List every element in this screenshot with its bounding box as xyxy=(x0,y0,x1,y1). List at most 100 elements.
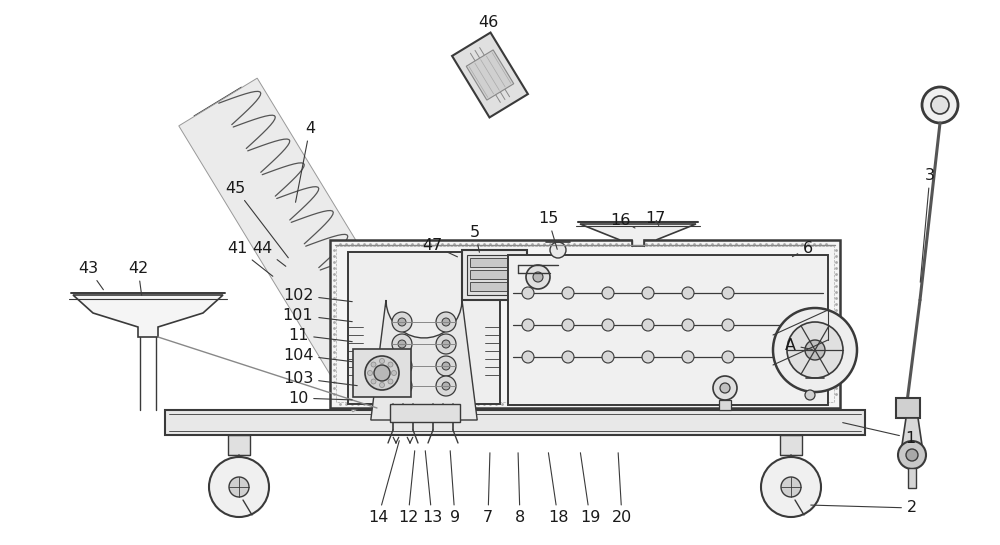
Bar xyxy=(228,435,250,455)
Bar xyxy=(367,383,425,393)
Text: 14: 14 xyxy=(368,441,399,525)
Circle shape xyxy=(761,457,821,517)
Bar xyxy=(348,252,500,404)
Polygon shape xyxy=(452,33,528,118)
Bar xyxy=(353,349,411,397)
Circle shape xyxy=(392,371,396,376)
Text: 5: 5 xyxy=(470,225,480,252)
Circle shape xyxy=(805,340,825,360)
Text: 44: 44 xyxy=(252,240,286,267)
Polygon shape xyxy=(179,78,431,412)
Text: 3: 3 xyxy=(920,167,935,282)
Circle shape xyxy=(602,351,614,363)
Bar xyxy=(470,258,519,267)
Text: 104: 104 xyxy=(283,348,352,362)
Circle shape xyxy=(380,359,385,364)
Circle shape xyxy=(392,334,412,354)
Text: 1: 1 xyxy=(843,422,915,445)
Circle shape xyxy=(392,312,412,332)
Bar xyxy=(508,255,828,405)
Circle shape xyxy=(773,308,857,392)
Circle shape xyxy=(398,382,406,390)
Circle shape xyxy=(906,449,918,461)
Text: 10: 10 xyxy=(288,391,352,405)
Bar xyxy=(470,282,519,291)
Text: 102: 102 xyxy=(283,288,352,302)
Circle shape xyxy=(522,351,534,363)
Polygon shape xyxy=(580,224,696,246)
Polygon shape xyxy=(73,295,223,337)
Bar xyxy=(780,435,802,455)
Circle shape xyxy=(398,362,406,370)
Bar xyxy=(719,400,731,410)
Circle shape xyxy=(398,340,406,348)
Text: 43: 43 xyxy=(78,261,103,290)
Circle shape xyxy=(642,287,654,299)
Bar xyxy=(390,404,460,422)
Circle shape xyxy=(380,383,385,387)
Circle shape xyxy=(522,287,534,299)
Circle shape xyxy=(436,334,456,354)
Circle shape xyxy=(922,87,958,123)
Text: 17: 17 xyxy=(645,210,665,226)
Circle shape xyxy=(388,379,393,384)
Circle shape xyxy=(365,356,399,390)
Text: 20: 20 xyxy=(612,453,632,525)
Circle shape xyxy=(787,322,843,378)
Circle shape xyxy=(371,362,376,367)
Bar xyxy=(462,250,527,300)
Circle shape xyxy=(374,365,390,381)
Text: 103: 103 xyxy=(283,371,357,386)
Circle shape xyxy=(682,351,694,363)
Text: 101: 101 xyxy=(283,307,352,323)
Bar xyxy=(330,240,840,408)
Circle shape xyxy=(442,382,450,390)
Text: 7: 7 xyxy=(483,453,493,525)
Circle shape xyxy=(931,96,949,114)
Circle shape xyxy=(642,319,654,331)
Text: 47: 47 xyxy=(422,238,457,257)
Bar xyxy=(470,270,519,279)
Circle shape xyxy=(682,287,694,299)
Text: 2: 2 xyxy=(811,500,917,516)
Circle shape xyxy=(722,287,734,299)
Circle shape xyxy=(682,319,694,331)
Text: 15: 15 xyxy=(538,210,558,249)
Text: 18: 18 xyxy=(548,453,568,525)
Circle shape xyxy=(388,362,393,367)
Text: 6: 6 xyxy=(792,240,813,257)
Polygon shape xyxy=(195,88,415,402)
Circle shape xyxy=(602,319,614,331)
Polygon shape xyxy=(902,418,922,445)
Text: A: A xyxy=(784,337,812,353)
Circle shape xyxy=(722,351,734,363)
Text: 41: 41 xyxy=(227,240,273,276)
Circle shape xyxy=(722,319,734,331)
Circle shape xyxy=(522,319,534,331)
Circle shape xyxy=(392,376,412,396)
Circle shape xyxy=(436,376,456,396)
Text: 46: 46 xyxy=(478,15,498,29)
Text: 45: 45 xyxy=(225,180,288,258)
Bar xyxy=(896,398,920,418)
Polygon shape xyxy=(371,300,477,420)
Polygon shape xyxy=(466,50,514,100)
Circle shape xyxy=(442,340,450,348)
Circle shape xyxy=(229,477,249,497)
Circle shape xyxy=(442,362,450,370)
Text: 19: 19 xyxy=(580,453,600,525)
Text: 16: 16 xyxy=(610,213,635,228)
Circle shape xyxy=(371,379,376,384)
Text: 4: 4 xyxy=(296,120,315,202)
Text: 12: 12 xyxy=(398,451,418,525)
Circle shape xyxy=(436,356,456,376)
Circle shape xyxy=(781,477,801,497)
Circle shape xyxy=(368,371,373,376)
Circle shape xyxy=(533,272,543,282)
Circle shape xyxy=(713,376,737,400)
Circle shape xyxy=(805,390,815,400)
Circle shape xyxy=(550,242,566,258)
Circle shape xyxy=(209,457,269,517)
Bar xyxy=(336,246,834,402)
Circle shape xyxy=(562,319,574,331)
